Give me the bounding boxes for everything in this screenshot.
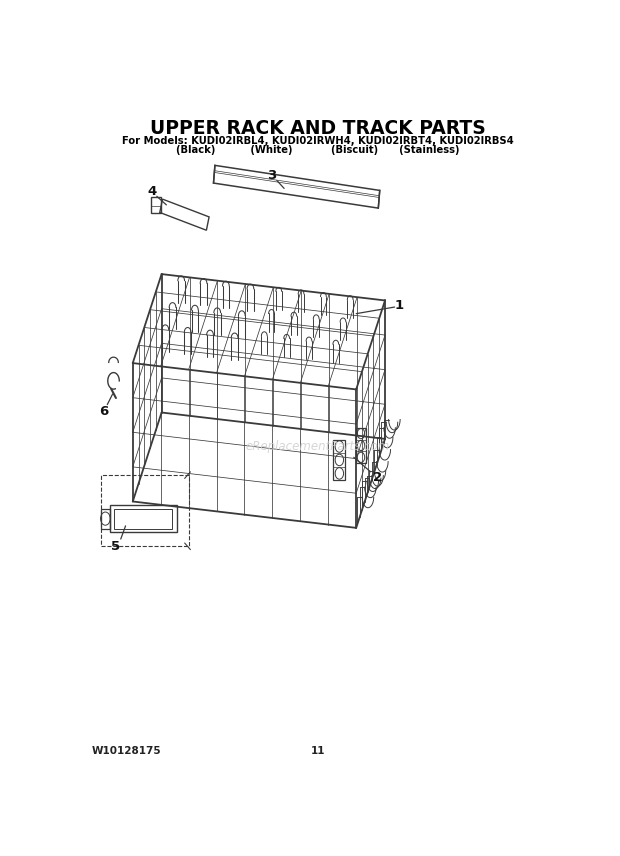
Text: For Models: KUDI02IRBL4, KUDI02IRWH4, KUDI02IRBT4, KUDI02IRBS4: For Models: KUDI02IRBL4, KUDI02IRWH4, KU… [122,136,513,146]
Bar [101,508,110,528]
Text: 11: 11 [311,746,325,757]
Bar [356,428,366,463]
Text: 1: 1 [395,300,404,312]
Text: 4: 4 [148,185,157,199]
Bar [110,505,177,532]
Text: 5: 5 [112,540,120,554]
Bar [333,440,345,480]
Text: (Black)          (White)           (Biscuit)      (Stainless): (Black) (White) (Biscuit) (Stainless) [176,146,459,155]
Text: 6: 6 [99,405,108,418]
Bar [100,475,190,546]
Bar [115,508,172,528]
Text: UPPER RACK AND TRACK PARTS: UPPER RACK AND TRACK PARTS [150,119,485,138]
Text: eReplacementParts.com: eReplacementParts.com [246,440,390,454]
Text: 2: 2 [373,471,383,484]
Bar [151,197,161,213]
Text: W10128175: W10128175 [92,746,162,757]
Text: 3: 3 [267,169,277,181]
